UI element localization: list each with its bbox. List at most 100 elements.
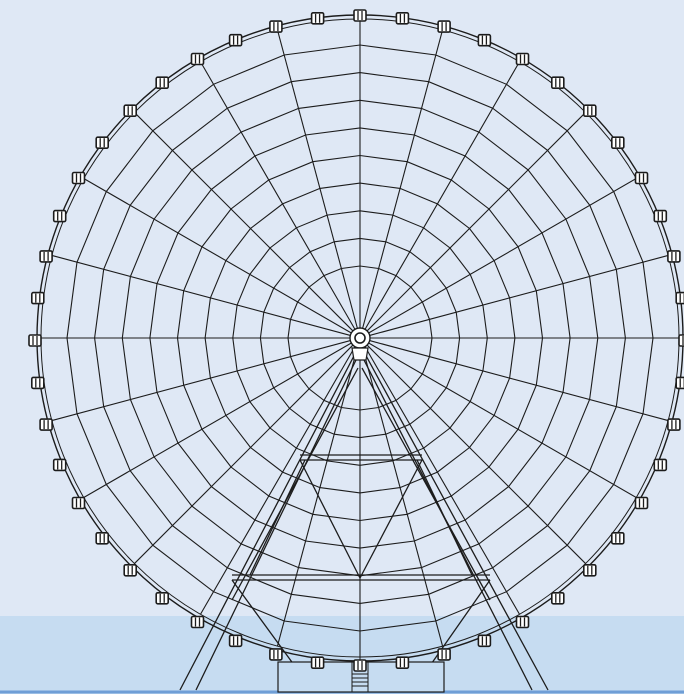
cabin-body <box>310 12 325 25</box>
ring <box>121 99 599 577</box>
cabin-body <box>610 136 625 149</box>
cabin <box>30 291 45 305</box>
cabin <box>310 12 325 25</box>
cabin <box>28 334 42 347</box>
cabin <box>39 250 53 263</box>
cabin-body <box>634 496 649 510</box>
cabin <box>269 20 283 33</box>
cabin-body <box>634 171 649 185</box>
cabin-body <box>550 591 565 605</box>
cabin <box>30 376 45 390</box>
cabin-body <box>39 418 53 431</box>
cabin-body <box>582 563 597 577</box>
cabin-body <box>550 76 565 89</box>
cabin-body <box>653 458 668 472</box>
spoke <box>276 29 358 329</box>
spoke <box>369 254 669 336</box>
hub-axle <box>354 332 366 344</box>
spoke <box>134 112 354 332</box>
cabin <box>477 33 492 47</box>
cabin-body <box>190 52 205 66</box>
spoke <box>364 346 520 615</box>
tower-leg <box>179 351 357 691</box>
cabin <box>155 591 169 605</box>
spoke <box>200 346 356 615</box>
cabin <box>653 458 668 472</box>
ring <box>204 182 516 494</box>
cabin-body <box>667 418 681 431</box>
cabin-body <box>71 496 86 510</box>
cabin <box>653 209 668 223</box>
support-tower <box>179 351 549 693</box>
cabin-body <box>310 656 325 670</box>
cabin <box>582 563 597 577</box>
cabin <box>353 659 367 672</box>
spoke <box>200 61 356 330</box>
cabin <box>515 52 530 66</box>
ring <box>259 237 461 439</box>
boarding-platform <box>277 661 445 693</box>
cabin <box>634 496 649 510</box>
cabin-body <box>515 52 530 66</box>
cabin <box>155 76 169 89</box>
cabin-body <box>610 531 625 545</box>
spoke <box>51 254 351 336</box>
cabin-body <box>95 531 109 545</box>
spoke <box>368 178 637 334</box>
cabin-body <box>228 33 243 47</box>
cabin <box>228 33 243 47</box>
ring <box>66 44 654 632</box>
spoke <box>366 344 586 564</box>
cabin-body <box>155 76 169 89</box>
cabin <box>228 634 243 648</box>
cabin <box>550 591 565 605</box>
ring <box>176 154 544 522</box>
cabin-body <box>71 171 86 185</box>
cabin <box>675 376 684 390</box>
cabin-body <box>653 209 668 223</box>
cabin <box>610 531 625 545</box>
cabin <box>190 615 205 629</box>
cabin-body <box>123 563 137 577</box>
cabin-body <box>582 104 597 117</box>
hub-bracket <box>351 347 369 361</box>
cabin <box>71 171 86 185</box>
spoke <box>83 342 352 498</box>
cabin-body <box>52 209 67 223</box>
cabin <box>190 52 205 66</box>
tower-leg <box>195 359 357 691</box>
cabin <box>582 104 597 117</box>
tower-brace <box>299 459 361 579</box>
cabin <box>123 104 137 117</box>
cabin-body <box>477 634 492 648</box>
cabin-body <box>667 250 681 263</box>
cabin <box>310 656 325 670</box>
cabin <box>437 648 451 661</box>
cabin-body <box>28 334 42 347</box>
cabin <box>395 12 410 25</box>
spoke <box>366 112 586 332</box>
cabin <box>269 648 283 661</box>
cabin-body <box>269 20 283 33</box>
ring <box>232 210 488 466</box>
spoke <box>51 340 351 422</box>
tower-inner-leg <box>231 367 359 601</box>
cabin <box>477 634 492 648</box>
cabin <box>675 291 684 305</box>
cabin <box>52 458 67 472</box>
cabin <box>610 136 625 149</box>
spoke <box>364 61 520 330</box>
cabin <box>353 9 367 22</box>
cabin-body <box>477 33 492 47</box>
cabin-body <box>353 659 367 672</box>
tower-inner-leg <box>361 367 491 601</box>
cabin-body <box>353 9 367 22</box>
cabin <box>550 76 565 89</box>
cabin-body <box>269 648 283 661</box>
spoke <box>369 340 669 422</box>
cabin <box>678 334 684 347</box>
cabin-body <box>30 291 45 305</box>
spoke <box>276 347 358 647</box>
